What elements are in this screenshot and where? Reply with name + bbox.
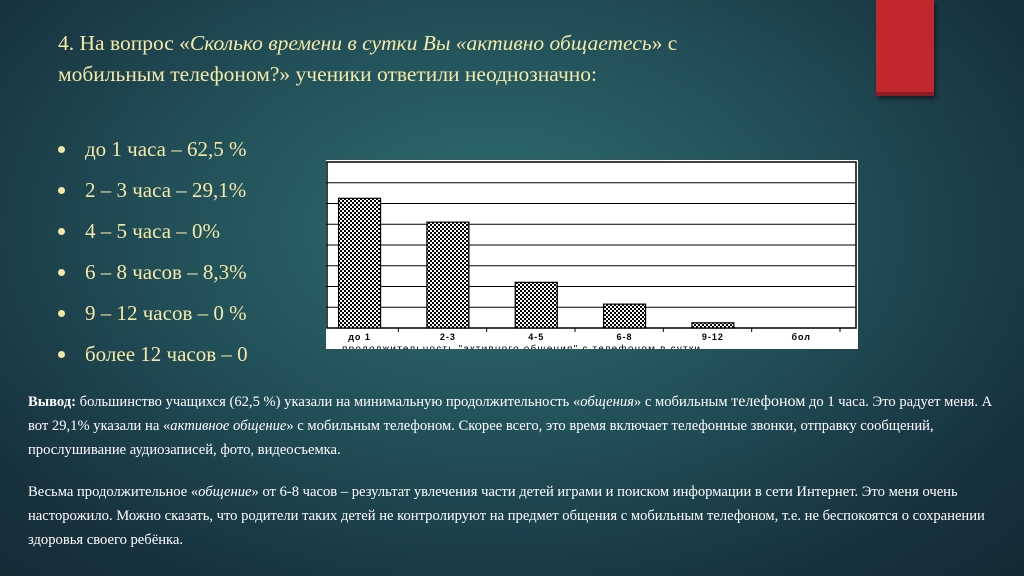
x-tick-label: 9-12 — [702, 332, 724, 342]
x-tick-label: 2-3 — [440, 332, 456, 342]
red-accent-block — [876, 0, 934, 96]
bar-1 — [426, 221, 470, 329]
answer-list: до 1 часа – 62,5 % 2 – 3 часа – 29,1% 4 … — [55, 134, 248, 380]
list-item: более 12 часов – 0 — [55, 339, 248, 380]
bullet-icon — [58, 310, 65, 317]
list-item: 9 – 12 часов – 0 % — [55, 298, 248, 339]
second-paragraph: Весьма продолжительное «общение» от 6-8 … — [28, 484, 985, 548]
list-item: 6 – 8 часов – 8,3% — [55, 257, 248, 298]
bar-4 — [691, 322, 735, 329]
bullet-icon — [58, 146, 65, 153]
plot-frame — [326, 161, 857, 329]
x-tick-label: 4-5 — [528, 332, 544, 342]
conclusion-paragraph: Вывод: большинство учащихся (62,5 %) ука… — [28, 393, 993, 458]
x-axis-label: продолжительность "активного общения" с … — [342, 343, 701, 349]
bar-2 — [514, 281, 558, 329]
bar-0 — [337, 197, 382, 329]
list-item: до 1 часа – 62,5 % — [55, 134, 248, 175]
bullet-icon — [58, 228, 65, 235]
bullet-icon — [58, 187, 65, 194]
list-item: 2 – 3 часа – 29,1% — [55, 175, 248, 216]
x-tick-label: бол — [791, 332, 811, 342]
x-tick-label: до 1 — [348, 332, 371, 342]
x-tick-label: 6-8 — [617, 332, 633, 342]
chart-svg: до 1 2-3 4-5 6-8 9-12 бол продолжительность "а… — [326, 161, 857, 349]
list-item: 4 – 5 часа – 0% — [55, 216, 248, 257]
bar-chart: до 1 2-3 4-5 6-8 9-12 бол продолжительность "а… — [326, 160, 858, 349]
bullet-icon — [58, 269, 65, 276]
bar-3 — [602, 303, 647, 329]
slide-title: 4. На вопрос «Сколько времени в сутки Вы… — [58, 31, 678, 86]
bullet-icon — [58, 351, 65, 358]
